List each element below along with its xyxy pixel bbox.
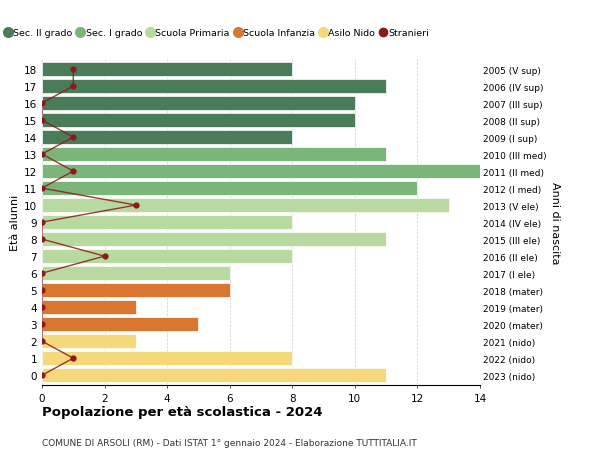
Bar xyxy=(42,148,386,162)
Y-axis label: Età alunni: Età alunni xyxy=(10,195,20,251)
Bar xyxy=(42,352,292,365)
Bar xyxy=(42,216,292,230)
Bar xyxy=(42,267,230,280)
Bar xyxy=(42,63,292,77)
Text: Popolazione per età scolastica - 2024: Popolazione per età scolastica - 2024 xyxy=(42,405,323,419)
Text: COMUNE DI ARSOLI (RM) - Dati ISTAT 1° gennaio 2024 - Elaborazione TUTTITALIA.IT: COMUNE DI ARSOLI (RM) - Dati ISTAT 1° ge… xyxy=(42,438,417,447)
Bar xyxy=(42,335,136,348)
Bar xyxy=(42,131,292,145)
Bar xyxy=(42,114,355,128)
Bar xyxy=(42,182,418,196)
Bar xyxy=(42,369,386,382)
Bar xyxy=(42,97,355,111)
Bar xyxy=(42,318,199,331)
Bar xyxy=(42,250,292,263)
Bar xyxy=(42,284,230,297)
Bar xyxy=(42,301,136,314)
Bar xyxy=(42,233,386,246)
Bar xyxy=(42,199,449,213)
Y-axis label: Anni di nascita: Anni di nascita xyxy=(550,181,560,264)
Legend: Sec. II grado, Sec. I grado, Scuola Primaria, Scuola Infanzia, Asilo Nido, Stran: Sec. II grado, Sec. I grado, Scuola Prim… xyxy=(2,25,433,42)
Bar xyxy=(42,80,386,94)
Bar xyxy=(42,165,480,179)
